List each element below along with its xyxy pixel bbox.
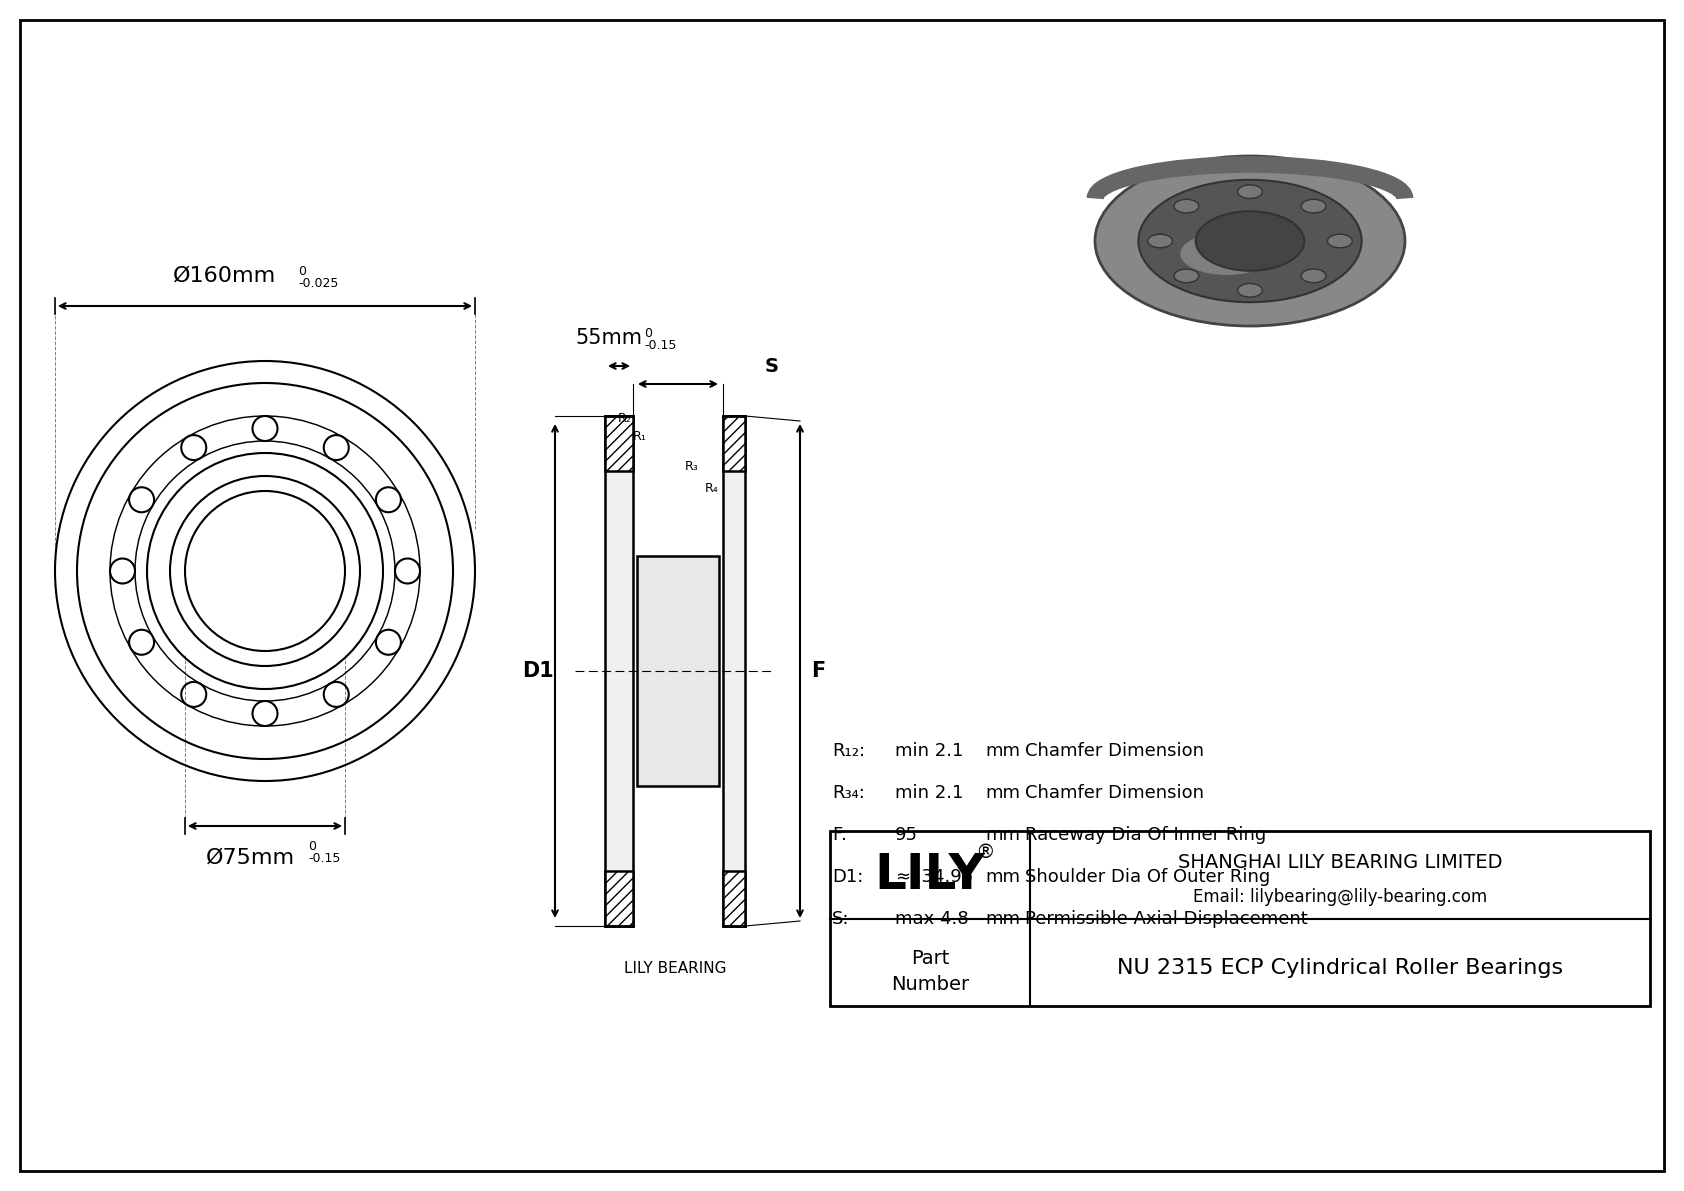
Text: F:: F: (832, 827, 847, 844)
Text: mm: mm (985, 910, 1021, 928)
Text: Number: Number (891, 975, 968, 994)
Polygon shape (722, 871, 744, 925)
Text: R₃: R₃ (684, 460, 697, 473)
Text: Email: lilybearing@lily-bearing.com: Email: lilybearing@lily-bearing.com (1192, 888, 1487, 906)
Text: mm: mm (985, 868, 1021, 886)
Text: R₃₄:: R₃₄: (832, 784, 866, 802)
Polygon shape (722, 416, 744, 470)
Ellipse shape (1238, 185, 1263, 199)
Text: S: S (765, 357, 780, 376)
Text: -0.15: -0.15 (643, 339, 677, 353)
Text: ≈134.95: ≈134.95 (894, 868, 973, 886)
Ellipse shape (1302, 199, 1325, 213)
Text: -0.15: -0.15 (308, 852, 340, 865)
Text: Chamfer Dimension: Chamfer Dimension (1026, 784, 1204, 802)
Text: 0: 0 (298, 266, 306, 278)
Text: mm: mm (985, 827, 1021, 844)
Text: Chamfer Dimension: Chamfer Dimension (1026, 742, 1204, 760)
Text: S:: S: (832, 910, 849, 928)
Polygon shape (605, 871, 633, 925)
Text: 0: 0 (643, 328, 652, 339)
Ellipse shape (1302, 269, 1325, 282)
Text: 0: 0 (308, 840, 317, 853)
Ellipse shape (1174, 199, 1199, 213)
Text: F: F (812, 661, 825, 681)
Text: R₁: R₁ (633, 430, 647, 443)
Text: Ø75mm: Ø75mm (205, 848, 295, 868)
Text: ®: ® (975, 843, 995, 862)
Text: LILY BEARING: LILY BEARING (623, 961, 726, 975)
Ellipse shape (1196, 211, 1303, 270)
Text: Part: Part (911, 949, 950, 968)
Text: Ø160mm: Ø160mm (173, 266, 276, 286)
Text: LILY: LILY (874, 850, 985, 899)
Text: Raceway Dia Of Inner Ring: Raceway Dia Of Inner Ring (1026, 827, 1266, 844)
Text: -0.025: -0.025 (298, 278, 338, 289)
Text: min 2.1: min 2.1 (894, 742, 963, 760)
Ellipse shape (1148, 235, 1172, 248)
Text: Shoulder Dia Of Outer Ring: Shoulder Dia Of Outer Ring (1026, 868, 1270, 886)
Ellipse shape (1180, 232, 1273, 275)
Text: 55mm: 55mm (576, 328, 643, 348)
Polygon shape (637, 556, 719, 786)
Ellipse shape (1327, 235, 1352, 248)
Text: SHANGHAI LILY BEARING LIMITED: SHANGHAI LILY BEARING LIMITED (1177, 853, 1502, 872)
Ellipse shape (1138, 180, 1362, 303)
Text: mm: mm (985, 742, 1021, 760)
Text: D1: D1 (522, 661, 554, 681)
Text: R₄: R₄ (704, 482, 717, 495)
Ellipse shape (1238, 283, 1263, 297)
Text: Permissible Axial Displacement: Permissible Axial Displacement (1026, 910, 1308, 928)
Text: max 4.8: max 4.8 (894, 910, 968, 928)
Polygon shape (722, 416, 744, 925)
Text: R₁₂:: R₁₂: (832, 742, 866, 760)
Text: mm: mm (985, 784, 1021, 802)
Text: D1:: D1: (832, 868, 864, 886)
Ellipse shape (1174, 269, 1199, 282)
Polygon shape (605, 416, 633, 925)
Text: min 2.1: min 2.1 (894, 784, 963, 802)
Ellipse shape (1095, 156, 1404, 326)
Text: NU 2315 ECP Cylindrical Roller Bearings: NU 2315 ECP Cylindrical Roller Bearings (1116, 958, 1563, 978)
Polygon shape (605, 416, 633, 470)
Text: 95: 95 (894, 827, 918, 844)
Text: R₂: R₂ (618, 412, 632, 425)
